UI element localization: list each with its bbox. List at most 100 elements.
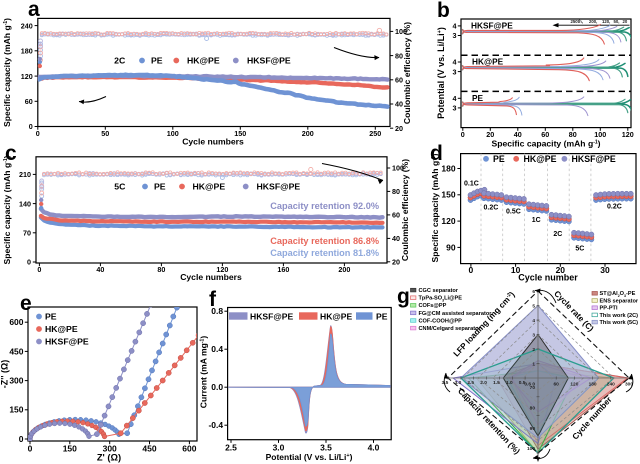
svg-text:HK@PE: HK@PE: [187, 56, 220, 66]
svg-text:3: 3: [453, 104, 457, 113]
svg-text:0.4: 0.4: [211, 344, 223, 354]
svg-text:HKSF@PE: HKSF@PE: [471, 21, 513, 31]
svg-text:70: 70: [530, 385, 536, 391]
svg-text:100: 100: [594, 130, 606, 139]
svg-text:Specific capacity (mAh g-1): Specific capacity (mAh g-1): [2, 155, 12, 264]
svg-text:1: 1: [532, 362, 535, 368]
svg-text:5: 5: [532, 304, 535, 310]
svg-text:-Z'' (Ω): -Z'' (Ω): [0, 360, 10, 389]
svg-text:240: 240: [607, 382, 615, 388]
svg-text:Potential (V vs. Li/Li+): Potential (V vs. Li/Li+): [266, 452, 353, 462]
svg-text:90: 90: [446, 242, 456, 252]
svg-text:HK@PE: HK@PE: [472, 57, 504, 67]
svg-text:Coulombic efficiency (%): Coulombic efficiency (%): [400, 159, 410, 261]
svg-text:30: 30: [600, 265, 610, 275]
svg-text:5C: 5C: [575, 246, 584, 253]
svg-text:d: d: [430, 142, 443, 165]
svg-text:20: 20: [556, 265, 566, 275]
svg-text:180: 180: [589, 382, 597, 388]
svg-text:80: 80: [157, 265, 165, 274]
svg-text:4.0: 4.0: [368, 442, 380, 452]
svg-text:200: 200: [338, 265, 350, 274]
svg-text:60: 60: [395, 76, 403, 85]
svg-text:Coulombic efficiency (%): Coulombic efficiency (%): [402, 22, 412, 124]
svg-text:60: 60: [541, 130, 549, 139]
svg-text:100: 100: [167, 129, 179, 138]
svg-text:300: 300: [103, 443, 117, 453]
svg-text:HK@PE: HK@PE: [524, 154, 557, 164]
svg-text:80: 80: [392, 187, 400, 196]
svg-text:e: e: [20, 292, 32, 315]
svg-text:PE: PE: [493, 154, 505, 164]
svg-text:c: c: [5, 142, 17, 165]
svg-text:0.6 0: 0.6 0: [524, 382, 535, 388]
svg-text:0.2C: 0.2C: [484, 205, 499, 212]
svg-text:80: 80: [530, 406, 536, 412]
svg-text:120: 120: [216, 265, 228, 274]
svg-text:This work (2C): This work (2C): [600, 313, 639, 319]
svg-text:160: 160: [277, 265, 289, 274]
svg-text:50: 50: [101, 129, 109, 138]
svg-text:4: 4: [532, 318, 535, 324]
svg-text:3.5: 3.5: [320, 442, 332, 452]
svg-text:1.0: 1.0: [506, 380, 513, 386]
svg-text:Z' (Ω): Z' (Ω): [97, 452, 121, 463]
svg-text:b: b: [437, 0, 450, 22]
svg-text:1.5: 1.5: [493, 380, 500, 386]
svg-text:3: 3: [453, 67, 457, 76]
svg-text:PE: PE: [376, 311, 388, 321]
svg-text:0: 0: [29, 122, 33, 131]
svg-text:0: 0: [36, 129, 40, 138]
svg-text:2C: 2C: [114, 56, 126, 66]
svg-text:0.5C: 0.5C: [506, 209, 521, 216]
svg-text:a: a: [28, 0, 40, 21]
svg-text:Specific capacity (mAh g-1): Specific capacity (mAh g-1): [2, 18, 12, 127]
svg-text:1C: 1C: [532, 217, 541, 224]
svg-text:250: 250: [369, 129, 381, 138]
svg-text:600: 600: [9, 317, 23, 327]
svg-text:600: 600: [182, 443, 196, 453]
svg-text:PP-PTI: PP-PTI: [600, 306, 618, 312]
svg-text:Specific capacity (mAh g-1): Specific capacity (mAh g-1): [430, 153, 440, 262]
svg-text:PE: PE: [151, 56, 163, 66]
svg-text:2C: 2C: [553, 231, 562, 238]
svg-text:0: 0: [461, 130, 465, 139]
svg-text:0: 0: [469, 265, 474, 275]
svg-text:COFs@PP: COFs@PP: [419, 303, 447, 309]
svg-text:20: 20: [392, 258, 400, 267]
svg-text:60: 60: [25, 97, 33, 106]
svg-text:Capacity retention 86.8%: Capacity retention 86.8%: [270, 236, 379, 246]
svg-text:g: g: [397, 285, 410, 308]
svg-text:FG@CM assisted separator: FG@CM assisted separator: [419, 311, 493, 317]
svg-text:200,: 200,: [589, 19, 597, 24]
svg-text:120: 120: [441, 216, 455, 226]
svg-text:450: 450: [142, 443, 156, 453]
svg-text:HKSF@PE: HKSF@PE: [572, 154, 616, 164]
svg-text:4: 4: [453, 58, 457, 67]
svg-text:300: 300: [9, 376, 23, 386]
svg-text:100: 100: [392, 164, 404, 173]
svg-text:20: 20: [486, 130, 494, 139]
svg-text:0.8: 0.8: [211, 306, 223, 316]
svg-text:100: 100: [527, 446, 535, 452]
svg-text:Cycle number: Cycle number: [518, 273, 578, 283]
svg-text:COF-COOH@PP: COF-COOH@PP: [419, 318, 463, 324]
svg-text:120: 120: [570, 382, 578, 388]
svg-text:ST@Al2O3-PE: ST@Al2O3-PE: [600, 291, 636, 298]
svg-text:60: 60: [392, 211, 400, 220]
svg-text:5C: 5C: [114, 182, 126, 192]
svg-text:ENS separator: ENS separator: [600, 298, 639, 304]
svg-text:HKSF@PE: HKSF@PE: [250, 311, 294, 321]
svg-text:Potential (V vs. Li/Li+): Potential (V vs. Li/Li+): [436, 27, 446, 119]
svg-text:20: 20: [395, 124, 403, 133]
svg-text:Cycle numbers: Cycle numbers: [182, 137, 244, 147]
svg-text:450: 450: [9, 346, 23, 356]
svg-text:f: f: [209, 288, 217, 311]
svg-text:150: 150: [9, 405, 23, 415]
svg-text:2: 2: [532, 347, 535, 353]
svg-text:300: 300: [625, 382, 633, 388]
svg-text:120: 120: [622, 130, 634, 139]
svg-text:80: 80: [395, 51, 403, 60]
svg-text:150: 150: [63, 443, 77, 453]
svg-text:Cycle numbers: Cycle numbers: [180, 272, 242, 282]
